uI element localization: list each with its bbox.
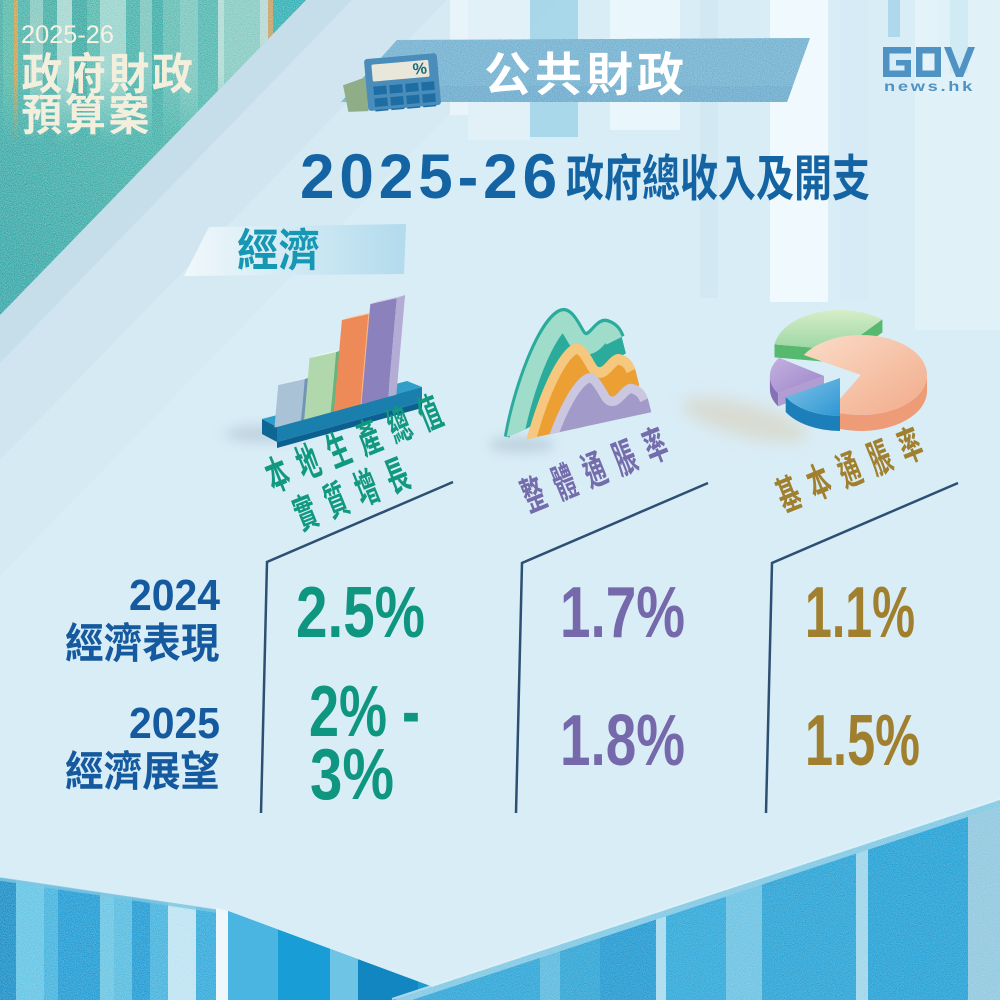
svg-text:1.8%: 1.8% bbox=[560, 701, 685, 781]
svg-text:1.5%: 1.5% bbox=[805, 701, 920, 781]
svg-text:2025: 2025 bbox=[129, 699, 220, 748]
svg-text:2025-26: 2025-26 bbox=[21, 21, 114, 49]
svg-text:2% -: 2% - bbox=[309, 672, 420, 752]
svg-text:news.hk: news.hk bbox=[884, 79, 975, 94]
svg-text:2024: 2024 bbox=[129, 571, 220, 620]
svg-text:3%: 3% bbox=[310, 735, 394, 815]
svg-text:2025-26: 2025-26 bbox=[300, 142, 562, 212]
svg-text:%: % bbox=[412, 60, 428, 78]
svg-text:1.7%: 1.7% bbox=[560, 573, 685, 653]
svg-text:1.1%: 1.1% bbox=[805, 573, 915, 653]
svg-text:2.5%: 2.5% bbox=[296, 573, 425, 653]
